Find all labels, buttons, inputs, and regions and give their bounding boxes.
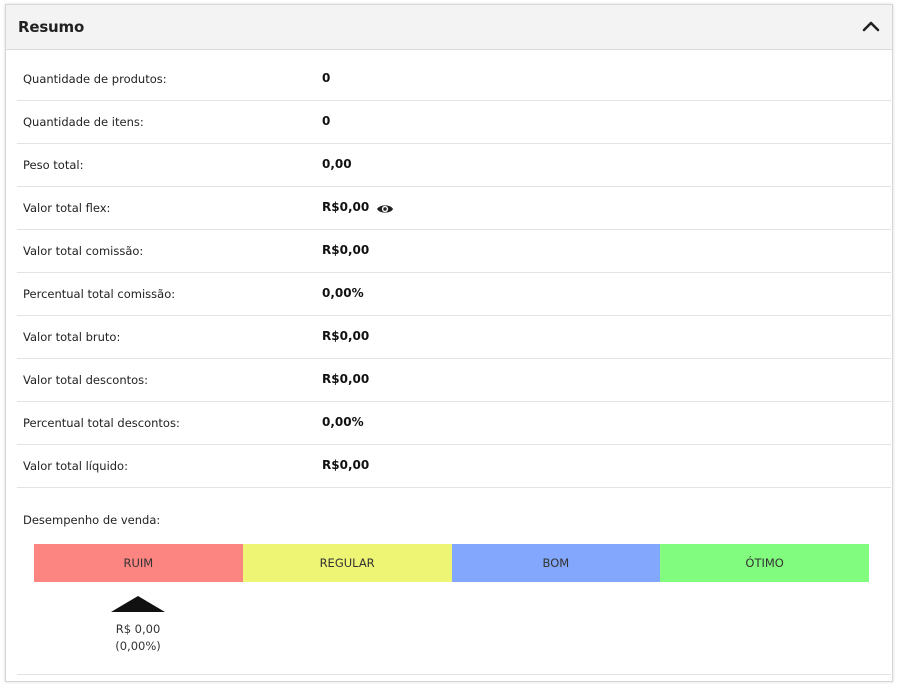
row-label: Quantidade de produtos: bbox=[23, 72, 167, 86]
row-valor-total-bruto: Valor total bruto: R$0,00 bbox=[17, 316, 891, 359]
indicator-percent: (0,00%) bbox=[115, 639, 161, 653]
row-value: 0,00 bbox=[322, 157, 352, 171]
performance-label: Desempenho de venda: bbox=[23, 513, 161, 527]
performance-segment-regular: REGULAR bbox=[242, 544, 452, 582]
summary-list: Quantidade de produtos: 0 Quantidade de … bbox=[17, 58, 891, 488]
row-valor-total-flex: Valor total flex: R$0,00 bbox=[17, 187, 891, 230]
row-percentual-total-comissao: Percentual total comissão: 0,00% bbox=[17, 273, 891, 316]
collapse-button[interactable] bbox=[860, 15, 882, 37]
triangle-up-icon bbox=[111, 596, 165, 612]
row-value: 0 bbox=[322, 114, 331, 128]
row-value: R$0,00 bbox=[322, 200, 370, 214]
divider bbox=[17, 674, 891, 675]
row-peso-total: Peso total: 0,00 bbox=[17, 144, 891, 187]
row-label: Peso total: bbox=[23, 158, 84, 172]
indicator-amount: R$ 0,00 bbox=[115, 622, 161, 636]
row-label: Percentual total comissão: bbox=[23, 287, 176, 301]
row-label: Valor total líquido: bbox=[23, 459, 128, 473]
row-percentual-total-descontos: Percentual total descontos: 0,00% bbox=[17, 402, 891, 445]
row-label: Quantidade de itens: bbox=[23, 115, 144, 129]
row-label: Valor total comissão: bbox=[23, 244, 144, 258]
row-label: Percentual total descontos: bbox=[23, 416, 180, 430]
row-valor-total-comissao: Valor total comissão: R$0,00 bbox=[17, 230, 891, 273]
eye-icon bbox=[377, 205, 393, 213]
row-valor-total-liquido: Valor total líquido: R$0,00 bbox=[17, 445, 891, 488]
chevron-up-icon bbox=[862, 21, 880, 32]
row-quantidade-produtos: Quantidade de produtos: 0 bbox=[17, 58, 891, 101]
row-value: 0,00% bbox=[322, 415, 364, 429]
panel-title: Resumo bbox=[18, 18, 85, 36]
performance-bar: RUIM REGULAR BOM ÓTIMO bbox=[34, 544, 869, 582]
performance-segment-ruim: RUIM bbox=[34, 544, 243, 582]
row-label: Valor total flex: bbox=[23, 201, 111, 215]
row-value: R$0,00 bbox=[322, 372, 370, 386]
toggle-flex-visibility-button[interactable] bbox=[376, 201, 394, 215]
row-value: R$0,00 bbox=[322, 243, 370, 257]
row-value: R$0,00 bbox=[322, 458, 370, 472]
performance-segment-otimo: ÓTIMO bbox=[660, 544, 869, 582]
row-quantidade-itens: Quantidade de itens: 0 bbox=[17, 101, 891, 144]
row-value: 0 bbox=[322, 71, 331, 85]
row-value: R$0,00 bbox=[322, 329, 370, 343]
panel-header: Resumo bbox=[6, 5, 892, 50]
row-valor-total-descontos: Valor total descontos: R$0,00 bbox=[17, 359, 891, 402]
performance-indicator: R$ 0,00 (0,00%) bbox=[100, 596, 176, 655]
row-label: Valor total bruto: bbox=[23, 330, 121, 344]
row-value: 0,00% bbox=[322, 286, 364, 300]
row-label: Valor total descontos: bbox=[23, 373, 149, 387]
performance-segment-bom: BOM bbox=[451, 544, 661, 582]
